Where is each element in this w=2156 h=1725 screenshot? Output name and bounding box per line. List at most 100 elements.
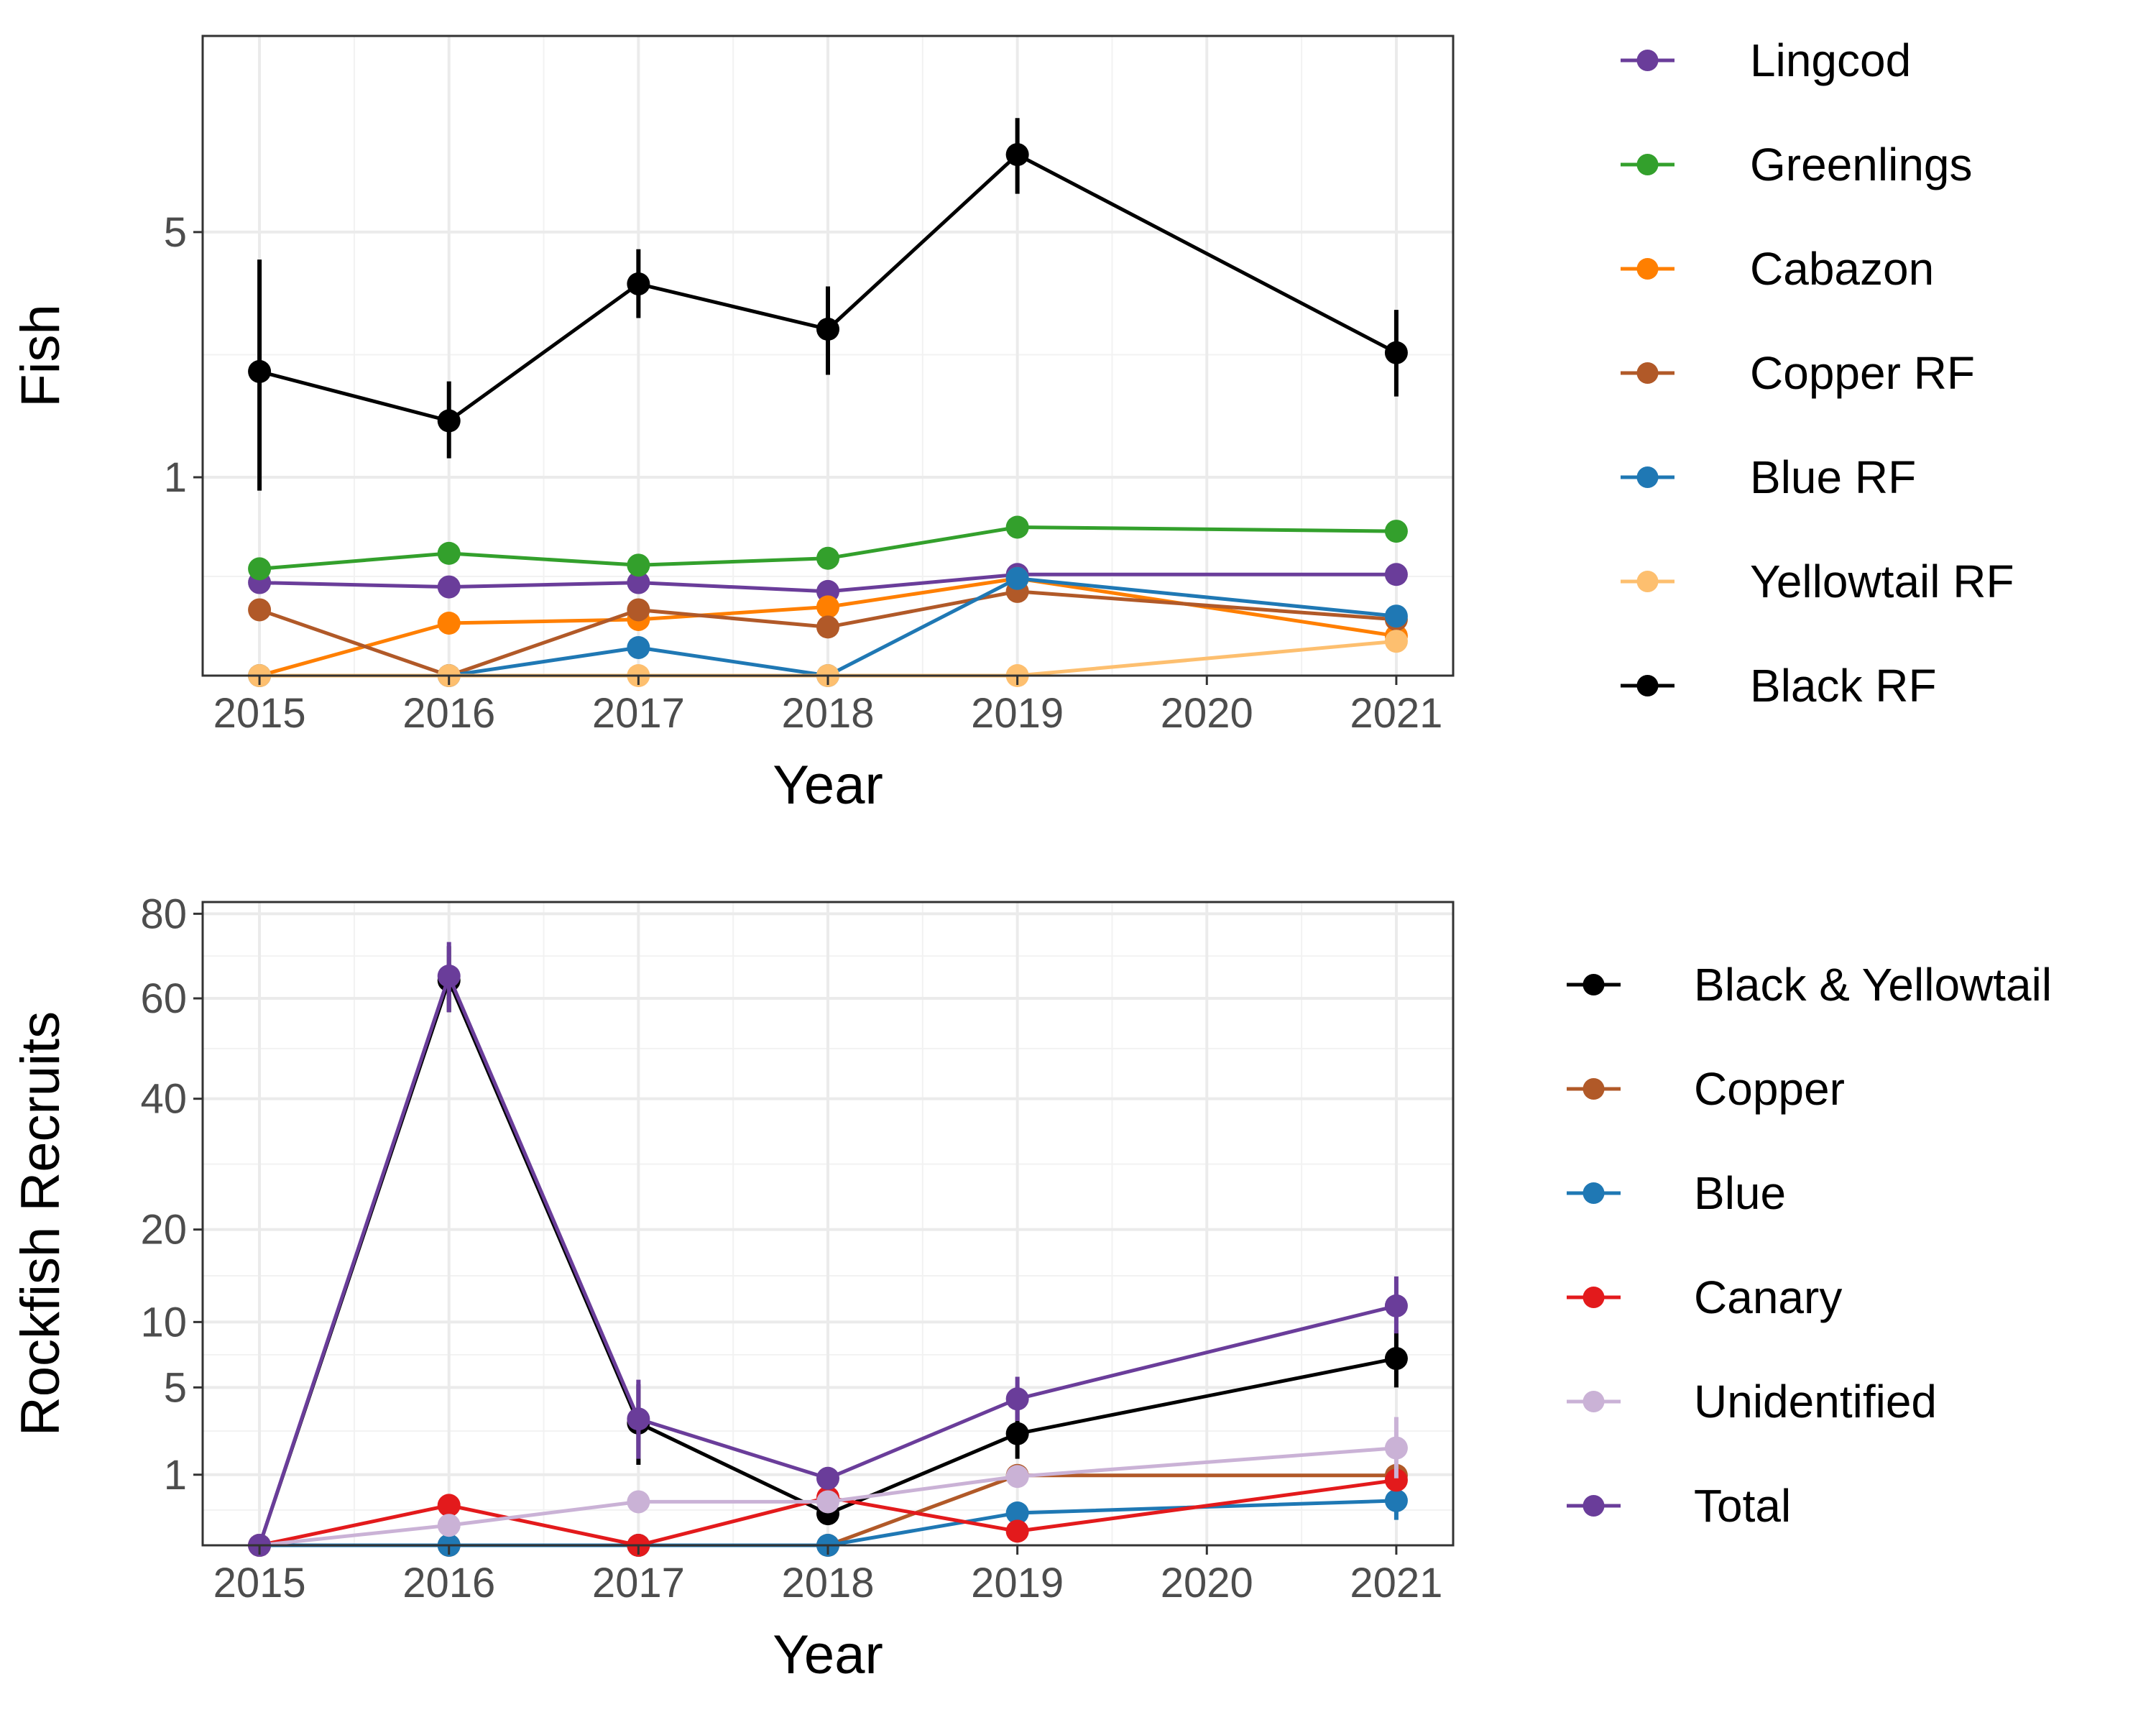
- data-point: [816, 546, 839, 570]
- data-point: [1384, 630, 1408, 653]
- series-black-rf: [248, 118, 1408, 491]
- data-point: [1384, 1347, 1408, 1371]
- data-point: [1005, 1501, 1029, 1524]
- data-point: [1005, 1422, 1029, 1445]
- data-point: [627, 1407, 650, 1431]
- legend-item-cabazon: Cabazon: [1621, 243, 1934, 295]
- legend-label: Black RF: [1750, 660, 1937, 712]
- x-tick-label: 2020: [1161, 690, 1253, 737]
- data-point: [248, 598, 272, 622]
- x-tick-label: 2015: [213, 690, 306, 737]
- data-point: [1384, 1294, 1408, 1317]
- series-line-black-rf: [259, 152, 1398, 423]
- data-point: [627, 272, 650, 295]
- legend-label: Canary: [1694, 1271, 1842, 1323]
- legend-item-copper: Copper: [1567, 1063, 1845, 1115]
- data-point: [816, 595, 839, 619]
- data-point: [437, 964, 461, 988]
- legend-label: Blue: [1694, 1167, 1786, 1219]
- series-greenlings: [248, 515, 1408, 581]
- y-tick-label: 40: [140, 1076, 187, 1123]
- x-axis-title: Year: [773, 1624, 883, 1685]
- legend-key-point: [1636, 154, 1659, 175]
- x-tick-label: 2018: [781, 690, 874, 737]
- x-axis: 2015 2016 2017 2018 2019 2020 2021: [213, 1545, 1442, 1606]
- x-tick-label: 2021: [1350, 690, 1442, 737]
- series-line-greenlings: [259, 525, 1396, 571]
- legend-label: Lingcod: [1750, 34, 1911, 86]
- x-tick-label: 2021: [1350, 1560, 1442, 1606]
- data-point: [437, 1514, 461, 1537]
- legend-item-black-yellowtail: Black & Yellowtail: [1567, 959, 2052, 1011]
- legend-key-point: [1636, 571, 1659, 592]
- data-point: [437, 1494, 461, 1517]
- legend-key-point: [1636, 466, 1659, 488]
- x-tick-label: 2016: [402, 690, 495, 737]
- legend-label: Black & Yellowtail: [1694, 959, 2052, 1011]
- x-tick-label: 2015: [213, 1560, 306, 1606]
- data-point: [248, 557, 272, 581]
- legend-item-copper-rf: Copper RF: [1621, 347, 1975, 399]
- data-point: [437, 575, 461, 599]
- legend-key-point: [1583, 974, 1605, 995]
- data-point: [627, 635, 650, 659]
- legend-key-point: [1583, 1182, 1605, 1204]
- chart-panel-2: 2015 2016 2017 2018 2019 2020 2021 1 5 10 20 40 60 80…: [10, 891, 2052, 1685]
- legend-label: Copper RF: [1750, 347, 1975, 399]
- legend-label: Cabazon: [1750, 243, 1934, 295]
- data-point: [627, 598, 650, 622]
- legend-item-total: Total: [1567, 1480, 1791, 1532]
- y-axis: 15: [164, 209, 203, 501]
- data-point: [248, 359, 272, 383]
- legend-label: Yellowtail RF: [1750, 556, 2014, 607]
- data-point: [1005, 566, 1029, 590]
- data-point: [1005, 1519, 1029, 1543]
- data-point: [816, 615, 839, 639]
- x-tick-label: 2016: [402, 1560, 495, 1606]
- series-total: [248, 942, 1408, 1557]
- x-tick-label: 2019: [971, 1560, 1064, 1606]
- series-line-total: [257, 974, 1397, 1546]
- y-tick-label: 20: [140, 1207, 187, 1254]
- data-point: [1384, 604, 1408, 628]
- legend-key-point: [1636, 362, 1659, 384]
- x-tick-label: 2017: [592, 1560, 685, 1606]
- legend-item-blue-rf: Blue RF: [1621, 451, 1916, 503]
- series-line-lingcod: [259, 572, 1396, 594]
- data-point: [627, 571, 650, 594]
- legend-item-blue: Blue: [1567, 1167, 1786, 1219]
- x-tick-label: 2019: [971, 690, 1064, 737]
- chart-panel-1: 2015 2016 2017 2018 2019 2020 202115YearFishLi…: [10, 34, 2014, 816]
- data-point: [1005, 1387, 1029, 1411]
- data-point: [1005, 1465, 1029, 1489]
- x-tick-label: 2017: [592, 690, 685, 737]
- legend-key-point: [1636, 258, 1659, 280]
- legend-key-point: [1636, 50, 1659, 71]
- x-tick-label: 2018: [781, 1560, 874, 1606]
- legend-key-point: [1583, 1078, 1605, 1100]
- data-point: [437, 611, 461, 635]
- series-line-copper-rf: [259, 589, 1397, 678]
- legend-label: Unidentified: [1694, 1376, 1937, 1427]
- legend-item-lingcod: Lingcod: [1621, 34, 1911, 86]
- data-point: [1384, 341, 1408, 364]
- data-point: [627, 553, 650, 577]
- y-axis-title: Rockfish Recruits: [10, 1011, 71, 1436]
- x-axis: 2015 2016 2017 2018 2019 2020 2021: [213, 676, 1442, 737]
- y-tick-label: 1: [164, 454, 187, 501]
- legend-label: Blue RF: [1750, 451, 1916, 503]
- series-line-canary: [259, 1478, 1397, 1547]
- data-point: [1384, 1436, 1408, 1460]
- data-point: [437, 409, 461, 433]
- data-point: [816, 318, 839, 341]
- y-tick-label: 60: [140, 975, 187, 1022]
- data-point: [627, 1490, 650, 1514]
- y-tick-label: 1: [164, 1452, 187, 1499]
- legend-label: Total: [1694, 1480, 1791, 1532]
- y-axis-title: Fish: [10, 304, 71, 408]
- data-point: [1384, 1489, 1408, 1512]
- y-tick-label: 5: [164, 1364, 187, 1411]
- data-point: [816, 1466, 839, 1490]
- data-point: [437, 541, 461, 565]
